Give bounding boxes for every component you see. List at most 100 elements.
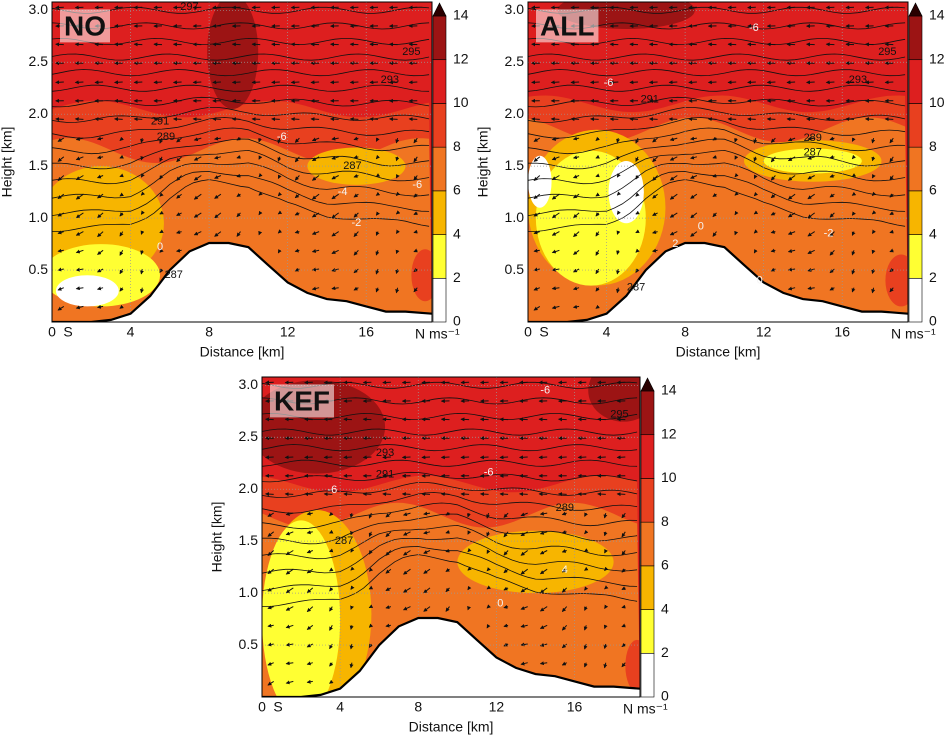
terrain-fill xyxy=(52,243,432,322)
wind-arrow xyxy=(503,604,509,609)
wind-arrow xyxy=(277,192,283,197)
wind-arrow xyxy=(550,80,560,85)
wind-arrow xyxy=(727,80,737,85)
wind-arrow xyxy=(236,154,241,159)
wind-arrow xyxy=(533,248,540,253)
wind-arrow xyxy=(621,586,626,590)
wind-arrow xyxy=(323,455,333,460)
wind-arrow xyxy=(193,156,202,161)
wind-arrow xyxy=(329,679,334,684)
wind-arrow xyxy=(323,492,333,497)
wind-arrow xyxy=(294,175,300,181)
wind-arrow xyxy=(140,210,145,215)
wind-arrow xyxy=(467,605,471,611)
wind-arrow xyxy=(285,642,294,647)
colorbar-tick-label: 8 xyxy=(661,513,669,529)
wind-arrow xyxy=(829,174,835,178)
wind-arrow xyxy=(413,156,418,163)
wind-arrow xyxy=(561,624,568,631)
wind-arrow xyxy=(572,174,580,179)
wind-arrow xyxy=(561,643,568,649)
wind-arrow xyxy=(621,550,626,556)
wind-label: -6 xyxy=(749,22,759,34)
wind-arrow xyxy=(96,174,104,179)
wind-arrow xyxy=(551,136,560,141)
wind-arrow xyxy=(648,117,658,122)
wind-label: 0 xyxy=(497,597,503,609)
wind-arrow xyxy=(331,286,339,291)
wind-arrow xyxy=(330,80,339,85)
wind-arrow xyxy=(520,550,528,556)
wind-arrow xyxy=(787,249,796,253)
field-blob xyxy=(885,254,908,307)
wind-arrow xyxy=(176,230,182,235)
wind-arrow xyxy=(871,137,876,144)
wind-arrow xyxy=(734,137,738,143)
wind-arrow xyxy=(423,606,431,612)
wind-arrow xyxy=(330,117,339,122)
wind-arrow xyxy=(616,287,620,294)
colorbar-extend xyxy=(908,2,923,17)
wind-arrow xyxy=(595,268,600,275)
wind-arrow xyxy=(159,268,164,273)
wind-arrow xyxy=(353,193,359,198)
wind-arrow xyxy=(486,531,491,537)
isentrope xyxy=(528,127,906,155)
wind-arrow xyxy=(531,80,540,85)
colorbar-segment xyxy=(432,234,447,279)
wind-arrow xyxy=(403,587,411,593)
wind-arrow xyxy=(520,512,528,517)
wind-arrow xyxy=(96,286,104,291)
colorbar-segment xyxy=(908,234,923,279)
wind-arrow xyxy=(57,175,65,181)
wind-arrow xyxy=(304,455,313,460)
wind-arrow xyxy=(176,193,182,199)
wind-arrow xyxy=(413,287,418,293)
wind-arrow xyxy=(577,455,587,460)
wind-arrow xyxy=(119,212,124,217)
wind-arrow xyxy=(304,492,313,497)
x-tick-label: 16 xyxy=(567,699,583,715)
wind-arrow xyxy=(604,566,609,571)
wind-arrow xyxy=(159,137,164,144)
wind-arrow xyxy=(486,624,491,629)
wind-arrow xyxy=(889,211,894,215)
wind-arrow xyxy=(306,549,313,554)
wind-arrow xyxy=(368,567,374,572)
colorbar-tick-label: 12 xyxy=(929,50,945,66)
wind-arrow xyxy=(734,155,739,160)
wind-arrow xyxy=(97,193,104,199)
field-blob xyxy=(55,275,119,307)
colorbar-segment xyxy=(908,277,923,323)
colorbar-segment xyxy=(640,521,655,567)
wind-arrow xyxy=(787,193,796,200)
wind-arrow xyxy=(353,212,359,218)
colorbar-tick-label: 2 xyxy=(929,269,937,285)
y-tick-label: 2.0 xyxy=(239,480,259,496)
field-blob xyxy=(262,520,341,697)
y-tick-label: 1.0 xyxy=(505,209,525,225)
wind-arrow xyxy=(413,193,418,198)
x-tick-label: 4 xyxy=(336,699,344,715)
wind-arrow xyxy=(747,80,756,85)
wind-arrow xyxy=(395,174,400,179)
x-tick-label: 8 xyxy=(414,699,422,715)
wind-arrow xyxy=(212,117,221,122)
wind-arrow xyxy=(329,625,333,631)
wind-arrow xyxy=(97,249,104,255)
wind-arrow xyxy=(331,249,339,254)
theta-label: 293 xyxy=(381,74,399,86)
wind-arrow xyxy=(652,248,658,253)
wind-arrow xyxy=(551,193,560,200)
wind-arrow xyxy=(871,156,876,162)
wind-arrow xyxy=(486,549,491,554)
wind-arrow xyxy=(486,604,491,609)
wind-arrow xyxy=(153,80,163,85)
wind-arrow xyxy=(236,173,241,178)
wind-arrow xyxy=(616,210,621,215)
wind-arrow xyxy=(349,643,354,650)
wind-arrow xyxy=(770,156,776,163)
wind-arrow xyxy=(277,210,283,215)
wind-arrow xyxy=(829,155,835,159)
